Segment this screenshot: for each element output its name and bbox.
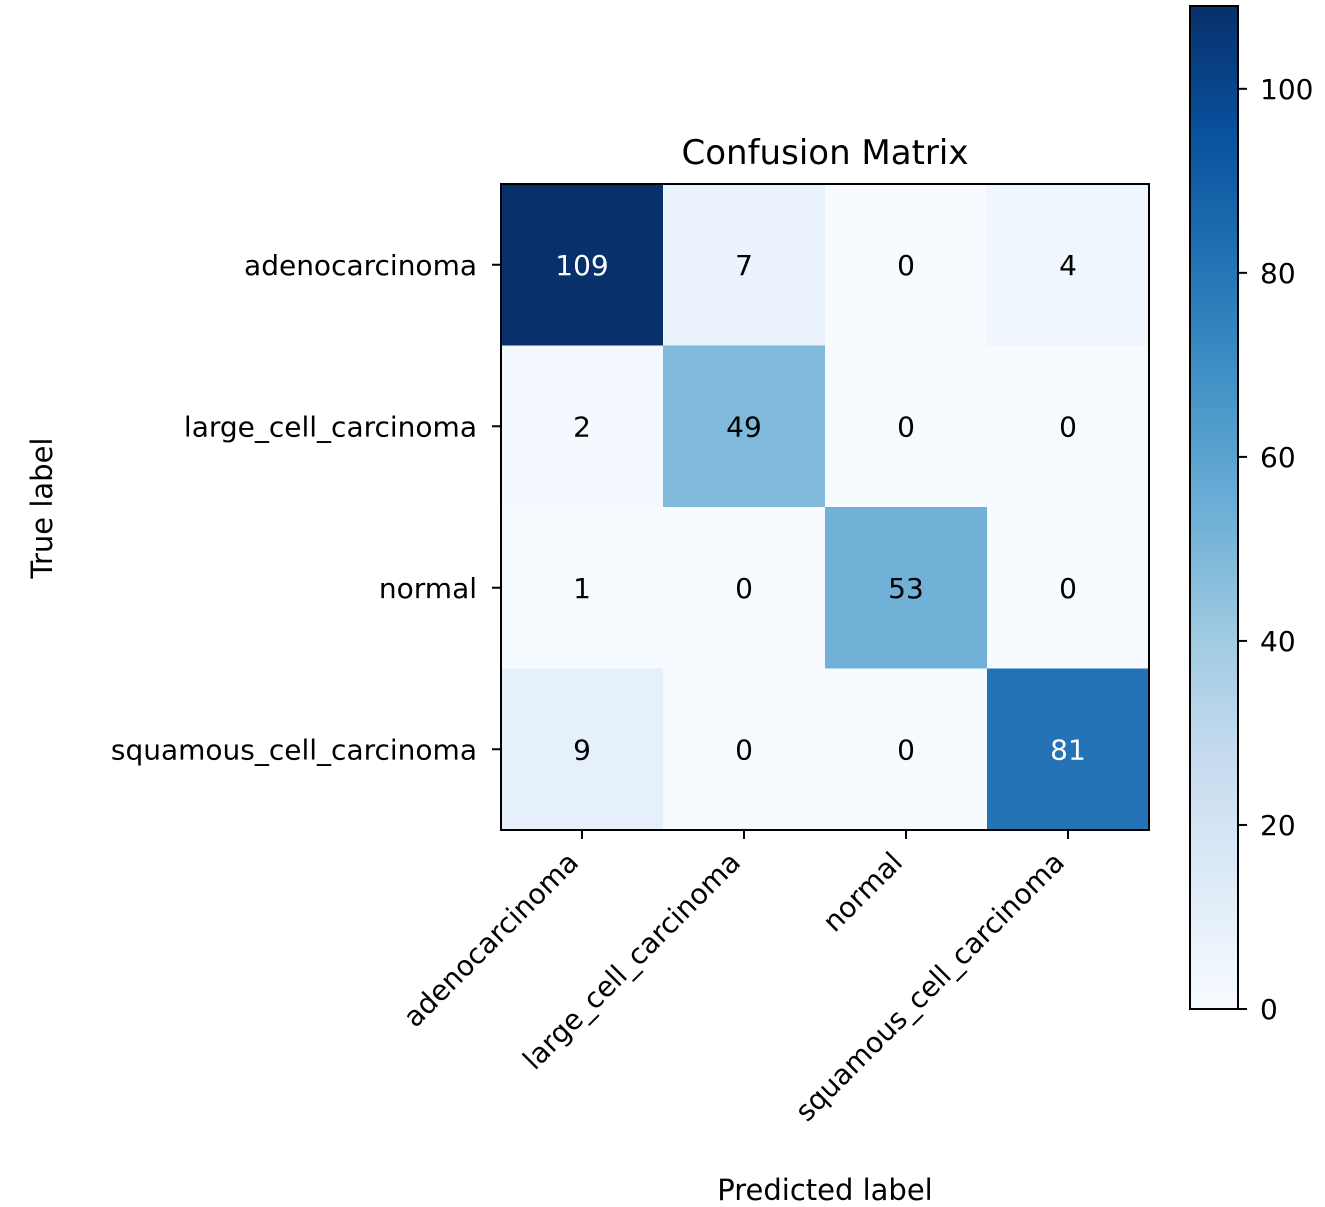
cell-value-label: 1 xyxy=(573,572,591,605)
cell-value-label: 2 xyxy=(573,410,591,443)
cell-value-label: 7 xyxy=(735,249,753,282)
plot-frame xyxy=(500,183,1150,831)
cell-value-label: 0 xyxy=(735,733,753,766)
x-tick-label: adenocarcinoma xyxy=(397,846,585,1034)
heatmap-cell xyxy=(663,184,826,346)
heatmap-cell xyxy=(501,345,664,508)
heatmap-cell xyxy=(501,668,664,831)
heatmap-cell xyxy=(987,668,1150,831)
colorbar-tick-label: 40 xyxy=(1260,625,1296,658)
colorbar: 0 20 40 60 80 100 xyxy=(1189,5,1313,1026)
heatmap-cell xyxy=(825,345,988,508)
y-axis-label: True label xyxy=(25,438,59,580)
colorbar-ticks: 0 20 40 60 80 100 xyxy=(1238,73,1313,1026)
cell-value-label: 49 xyxy=(726,410,762,443)
heatmap-cell-labels: 109 7 0 4 2 49 0 0 1 0 53 0 9 0 0 81 xyxy=(555,249,1086,767)
heatmap-cell xyxy=(663,345,826,508)
heatmap-cell xyxy=(825,184,988,346)
cell-value-label: 9 xyxy=(573,733,591,766)
x-tick-label: squamous_cell_carcinoma xyxy=(789,846,1071,1128)
heatmap-cell xyxy=(663,668,826,831)
cell-value-label: 0 xyxy=(1059,410,1077,443)
cell-value-label: 0 xyxy=(735,572,753,605)
y-tick-label: normal xyxy=(379,572,477,605)
heatmap-cells xyxy=(501,184,1150,831)
y-tick-label: large_cell_carcinoma xyxy=(184,410,477,443)
x-tick-label: normal xyxy=(816,846,909,939)
heatmap-cell xyxy=(663,507,826,669)
colorbar-tick-label: 20 xyxy=(1260,809,1296,842)
heatmap-cell xyxy=(987,507,1150,669)
x-axis-label: Predicted label xyxy=(717,1173,933,1207)
chart-title: Confusion Matrix xyxy=(682,133,969,173)
heatmap-cell xyxy=(825,668,988,831)
cell-value-label: 81 xyxy=(1050,733,1086,766)
colorbar-tick-label: 80 xyxy=(1260,257,1296,290)
cell-value-label: 0 xyxy=(1059,572,1077,605)
y-tick-label: adenocarcinoma xyxy=(244,249,477,282)
heatmap-cell xyxy=(987,184,1150,346)
cell-value-label: 0 xyxy=(897,249,915,282)
y-axis-ticks: adenocarcinoma large_cell_carcinomanormal… xyxy=(111,249,501,766)
cell-value-label: 4 xyxy=(1059,249,1077,282)
y-tick-label: squamous_cell_carcinoma xyxy=(111,733,477,766)
colorbar-tick-label: 0 xyxy=(1260,993,1278,1026)
cell-value-label: 0 xyxy=(897,410,915,443)
colorbar-tick-label: 60 xyxy=(1260,441,1296,474)
heatmap-cell xyxy=(501,184,664,346)
cell-value-label: 109 xyxy=(555,249,608,282)
heatmap-cell xyxy=(501,507,664,669)
cell-value-label: 0 xyxy=(897,733,915,766)
cell-value-label: 53 xyxy=(888,572,924,605)
heatmap-cell xyxy=(825,507,988,669)
colorbar-tick-label: 100 xyxy=(1260,73,1313,106)
heatmap-cell xyxy=(987,345,1150,508)
colorbar-gradient xyxy=(1189,5,1239,1010)
